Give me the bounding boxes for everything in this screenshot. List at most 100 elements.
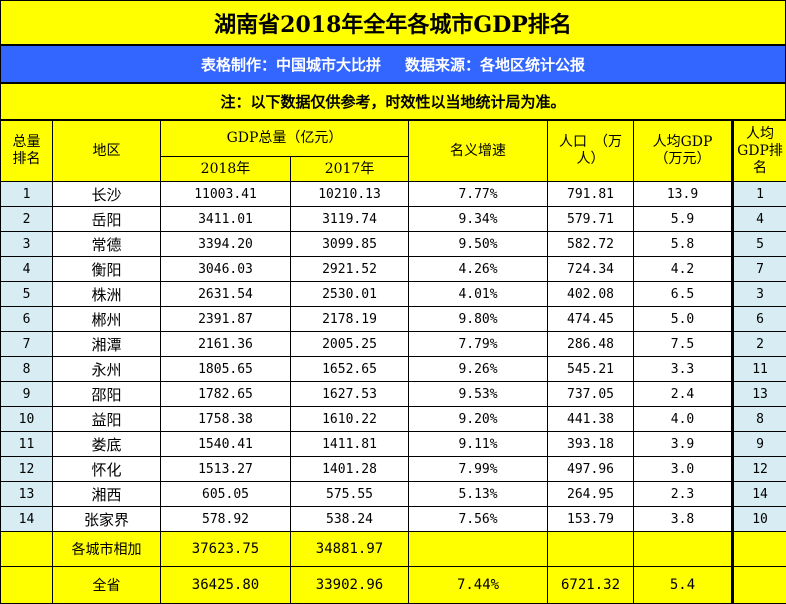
cell-population: 474.45 bbox=[548, 307, 634, 332]
sum-gdp-2017: 34881.97 bbox=[291, 532, 409, 567]
cell-growth: 5.13% bbox=[409, 482, 548, 507]
cell-per-capita-rank: 1 bbox=[733, 182, 786, 207]
cell-per-capita: 7.5 bbox=[634, 332, 733, 357]
cell-region: 湘西 bbox=[53, 482, 161, 507]
cell-gdp-2018: 1540.41 bbox=[161, 432, 291, 457]
cell-per-capita-rank: 10 bbox=[733, 507, 786, 532]
cell-gdp-2018: 578.92 bbox=[161, 507, 291, 532]
cell-region: 张家界 bbox=[53, 507, 161, 532]
cell-per-capita-rank: 12 bbox=[733, 457, 786, 482]
cell-gdp-2018: 2161.36 bbox=[161, 332, 291, 357]
sum-per-capita-rank bbox=[733, 532, 786, 567]
total-growth: 7.44% bbox=[409, 567, 548, 604]
cell-gdp-2017: 1627.53 bbox=[291, 382, 409, 407]
cell-population: 737.05 bbox=[548, 382, 634, 407]
cell-region: 常德 bbox=[53, 232, 161, 257]
cell-per-capita-rank: 9 bbox=[733, 432, 786, 457]
cell-region: 衡阳 bbox=[53, 257, 161, 282]
cell-region: 岳阳 bbox=[53, 207, 161, 232]
cell-growth: 9.50% bbox=[409, 232, 548, 257]
cell-gdp-2017: 2005.25 bbox=[291, 332, 409, 357]
cell-rank: 9 bbox=[1, 382, 53, 407]
cell-per-capita: 4.2 bbox=[634, 257, 733, 282]
note: 注：以下数据仅供参考，时效性以当地统计局为准。 bbox=[0, 83, 786, 120]
total-gdp-2018: 36425.80 bbox=[161, 567, 291, 604]
cell-growth: 9.26% bbox=[409, 357, 548, 382]
cell-per-capita-rank: 14 bbox=[733, 482, 786, 507]
cell-per-capita-rank: 5 bbox=[733, 232, 786, 257]
cell-per-capita: 2.3 bbox=[634, 482, 733, 507]
total-row: 全省 36425.80 33902.96 7.44% 6721.32 5.4 bbox=[1, 567, 786, 604]
cell-rank: 4 bbox=[1, 257, 53, 282]
cell-per-capita-rank: 3 bbox=[733, 282, 786, 307]
cell-growth: 7.79% bbox=[409, 332, 548, 357]
sum-gdp-2018: 37623.75 bbox=[161, 532, 291, 567]
cell-region: 怀化 bbox=[53, 457, 161, 482]
total-label: 全省 bbox=[53, 567, 161, 604]
cell-per-capita: 5.9 bbox=[634, 207, 733, 232]
cell-population: 286.48 bbox=[548, 332, 634, 357]
cell-region: 益阳 bbox=[53, 407, 161, 432]
cell-gdp-2017: 10210.13 bbox=[291, 182, 409, 207]
cell-gdp-2017: 2178.19 bbox=[291, 307, 409, 332]
header-population: 人口 （万人） bbox=[548, 121, 634, 182]
header-year-2017: 2017年 bbox=[291, 157, 409, 182]
cell-gdp-2018: 2631.54 bbox=[161, 282, 291, 307]
cell-per-capita: 5.0 bbox=[634, 307, 733, 332]
cell-per-capita-rank: 6 bbox=[733, 307, 786, 332]
cell-rank: 10 bbox=[1, 407, 53, 432]
cell-population: 545.21 bbox=[548, 357, 634, 382]
cell-per-capita-rank: 8 bbox=[733, 407, 786, 432]
cell-per-capita: 3.8 bbox=[634, 507, 733, 532]
cell-gdp-2017: 3119.74 bbox=[291, 207, 409, 232]
cell-growth: 4.26% bbox=[409, 257, 548, 282]
cell-per-capita-rank: 7 bbox=[733, 257, 786, 282]
cell-gdp-2017: 538.24 bbox=[291, 507, 409, 532]
cell-gdp-2018: 3411.01 bbox=[161, 207, 291, 232]
sum-population bbox=[548, 532, 634, 567]
cell-region: 株洲 bbox=[53, 282, 161, 307]
cell-gdp-2018: 605.05 bbox=[161, 482, 291, 507]
cell-gdp-2018: 2391.87 bbox=[161, 307, 291, 332]
cell-rank: 7 bbox=[1, 332, 53, 357]
cell-population: 497.96 bbox=[548, 457, 634, 482]
sum-rank bbox=[1, 532, 53, 567]
cell-growth: 9.20% bbox=[409, 407, 548, 432]
cell-gdp-2017: 3099.85 bbox=[291, 232, 409, 257]
cell-per-capita: 6.5 bbox=[634, 282, 733, 307]
sum-label: 各城市相加 bbox=[53, 532, 161, 567]
total-per-capita: 5.4 bbox=[634, 567, 733, 604]
cell-population: 441.38 bbox=[548, 407, 634, 432]
cell-gdp-2018: 11003.41 bbox=[161, 182, 291, 207]
cell-rank: 12 bbox=[1, 457, 53, 482]
header-per-capita-rank: 人均GDP排名 bbox=[733, 121, 786, 182]
header-per-capita: 人均GDP（万元） bbox=[634, 121, 733, 182]
source-bar: 表格制作：中国城市大比拼 数据来源：各地区统计公报 bbox=[0, 45, 786, 83]
cell-growth: 7.99% bbox=[409, 457, 548, 482]
header-year-2018: 2018年 bbox=[161, 157, 291, 182]
cell-rank: 8 bbox=[1, 357, 53, 382]
cell-population: 582.72 bbox=[548, 232, 634, 257]
cell-gdp-2018: 1513.27 bbox=[161, 457, 291, 482]
cell-region: 湘潭 bbox=[53, 332, 161, 357]
header-gdp-total: GDP总量（亿元） bbox=[161, 121, 409, 157]
table-title: 湖南省2018年全年各城市GDP排名 bbox=[0, 0, 786, 45]
cell-rank: 2 bbox=[1, 207, 53, 232]
cell-per-capita: 5.8 bbox=[634, 232, 733, 257]
total-rank bbox=[1, 567, 53, 604]
header-region: 地区 bbox=[53, 121, 161, 182]
total-per-capita-rank bbox=[733, 567, 786, 604]
cell-per-capita: 3.3 bbox=[634, 357, 733, 382]
cell-per-capita-rank: 2 bbox=[733, 332, 786, 357]
cell-population: 579.71 bbox=[548, 207, 634, 232]
cell-growth: 9.53% bbox=[409, 382, 548, 407]
cell-population: 264.95 bbox=[548, 482, 634, 507]
